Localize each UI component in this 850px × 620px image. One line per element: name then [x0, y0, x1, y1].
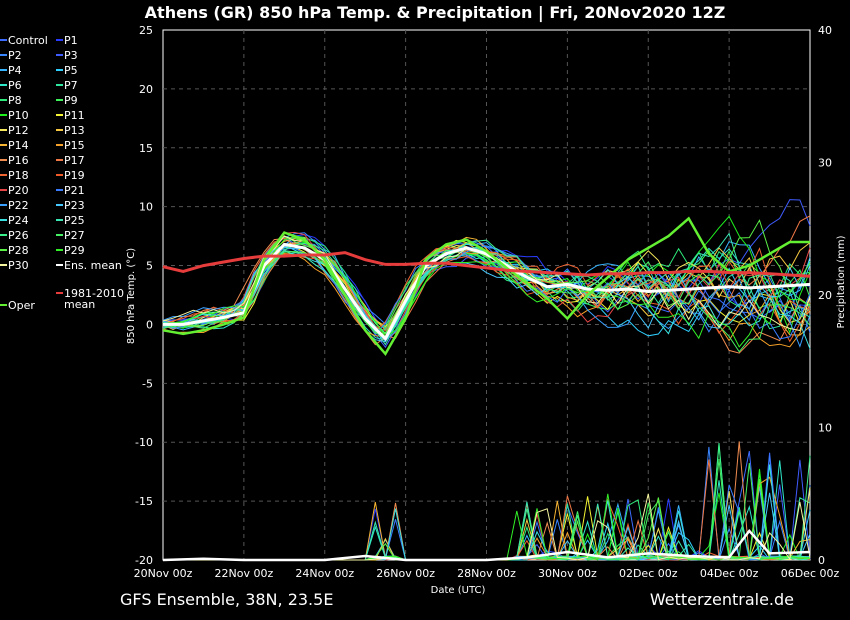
x-tick-label: 04Dec 00z	[700, 567, 759, 580]
legend-label: P1	[64, 34, 78, 47]
footer-model-info: GFS Ensemble, 38N, 23.5E	[120, 590, 333, 609]
highlight-series	[162, 216, 811, 562]
y-left-tick-label: 15	[139, 142, 153, 155]
x-tick-label: 28Nov 00z	[457, 567, 516, 580]
legend-label: P18	[8, 169, 29, 182]
legend-label: P9	[64, 94, 78, 107]
y-left-tick-label: 25	[139, 24, 153, 37]
legend-label: P5	[64, 64, 78, 77]
legend-label: P14	[8, 139, 29, 152]
y-axis-left-label: 850 hPa Temp. (°C)	[126, 248, 137, 344]
x-axis-label: Date (UTC)	[431, 585, 486, 596]
x-tick-label: 30Nov 00z	[538, 567, 597, 580]
y-right-tick-label: 40	[818, 24, 832, 37]
y-left-tick-label: -15	[135, 495, 153, 508]
series-line	[162, 216, 810, 357]
legend-label: P8	[8, 94, 22, 107]
legend-label: P30	[8, 259, 29, 272]
legend-label: P10	[8, 109, 29, 122]
legend: Control P1 P2 P3 P4 P5 P6 P7 P8 P9 P10 P11 P12 P13 P14…	[0, 34, 124, 312]
legend-label: P25	[64, 214, 85, 227]
legend-label: Oper	[8, 299, 35, 312]
legend-label: P27	[64, 229, 85, 242]
legend-label: P23	[64, 199, 85, 212]
y-axis-left-ticks: 25 20 15 10 5 0 -5 -10 -15 -20	[135, 24, 153, 567]
y-left-tick-label: 5	[146, 260, 153, 273]
precip-mean-line	[162, 528, 811, 562]
legend-label: mean	[64, 298, 95, 311]
y-right-tick-label: 30	[818, 157, 832, 170]
legend-label: P13	[64, 124, 85, 137]
member-line	[162, 219, 811, 334]
chart-title: Athens (GR) 850 hPa Temp. & Precipitatio…	[145, 3, 726, 23]
y-left-tick-label: 20	[139, 83, 153, 96]
legend-label: P15	[64, 139, 85, 152]
member-line	[162, 246, 811, 343]
y-left-tick-label: 10	[139, 201, 153, 214]
legend-label: P3	[64, 49, 78, 62]
legend-label: 1981-2010	[64, 287, 124, 300]
y-axis-right-label: Precipitation (mm)	[836, 235, 847, 328]
legend-label: P22	[8, 199, 29, 212]
x-tick-label: 20Nov 00z	[134, 567, 193, 580]
footer-site: Wetterzentrale.de	[650, 590, 794, 609]
legend-label: Control	[8, 34, 48, 47]
legend-label: P28	[8, 244, 29, 257]
y-left-tick-label: -10	[135, 436, 153, 449]
legend-label: P4	[8, 64, 22, 77]
legend-label: P7	[64, 79, 78, 92]
y-right-tick-label: 20	[818, 289, 832, 302]
legend-label: Ens. mean	[64, 259, 122, 272]
x-axis-ticks: 20Nov 00z 22Nov 00z 24Nov 00z 26Nov 00z 28No…	[134, 567, 840, 580]
x-tick-label: 06Dec 00z	[781, 567, 840, 580]
x-tick-label: 02Dec 00z	[619, 567, 678, 580]
y-left-tick-label: 0	[146, 318, 153, 331]
legend-label: P11	[64, 109, 85, 122]
y-right-tick-label: 10	[818, 422, 832, 435]
legend-label: P21	[64, 184, 85, 197]
legend-label: P12	[8, 124, 29, 137]
legend-label: P17	[64, 154, 85, 167]
member-line	[162, 239, 811, 335]
x-tick-label: 24Nov 00z	[295, 567, 354, 580]
grid-lines	[163, 30, 810, 560]
series-line	[163, 242, 811, 342]
y-right-tick-label: 0	[818, 554, 825, 567]
y-axis-right-ticks: 40 30 20 10 0	[818, 24, 832, 567]
legend-label: P16	[8, 154, 29, 167]
legend-label: P26	[8, 229, 29, 242]
y-left-tick-label: -20	[135, 554, 153, 567]
legend-label: P24	[8, 214, 29, 227]
x-tick-label: 22Nov 00z	[215, 567, 274, 580]
legend-label: P6	[8, 79, 22, 92]
ensemble-member-lines	[162, 199, 811, 354]
legend-label: P19	[64, 169, 85, 182]
legend-label: P2	[8, 49, 22, 62]
member-line	[162, 237, 811, 354]
legend-label: P20	[8, 184, 29, 197]
y-left-tick-label: -5	[142, 377, 153, 390]
legend-label: P29	[64, 244, 85, 257]
x-tick-label: 26Nov 00z	[376, 567, 435, 580]
series-line	[162, 251, 811, 278]
